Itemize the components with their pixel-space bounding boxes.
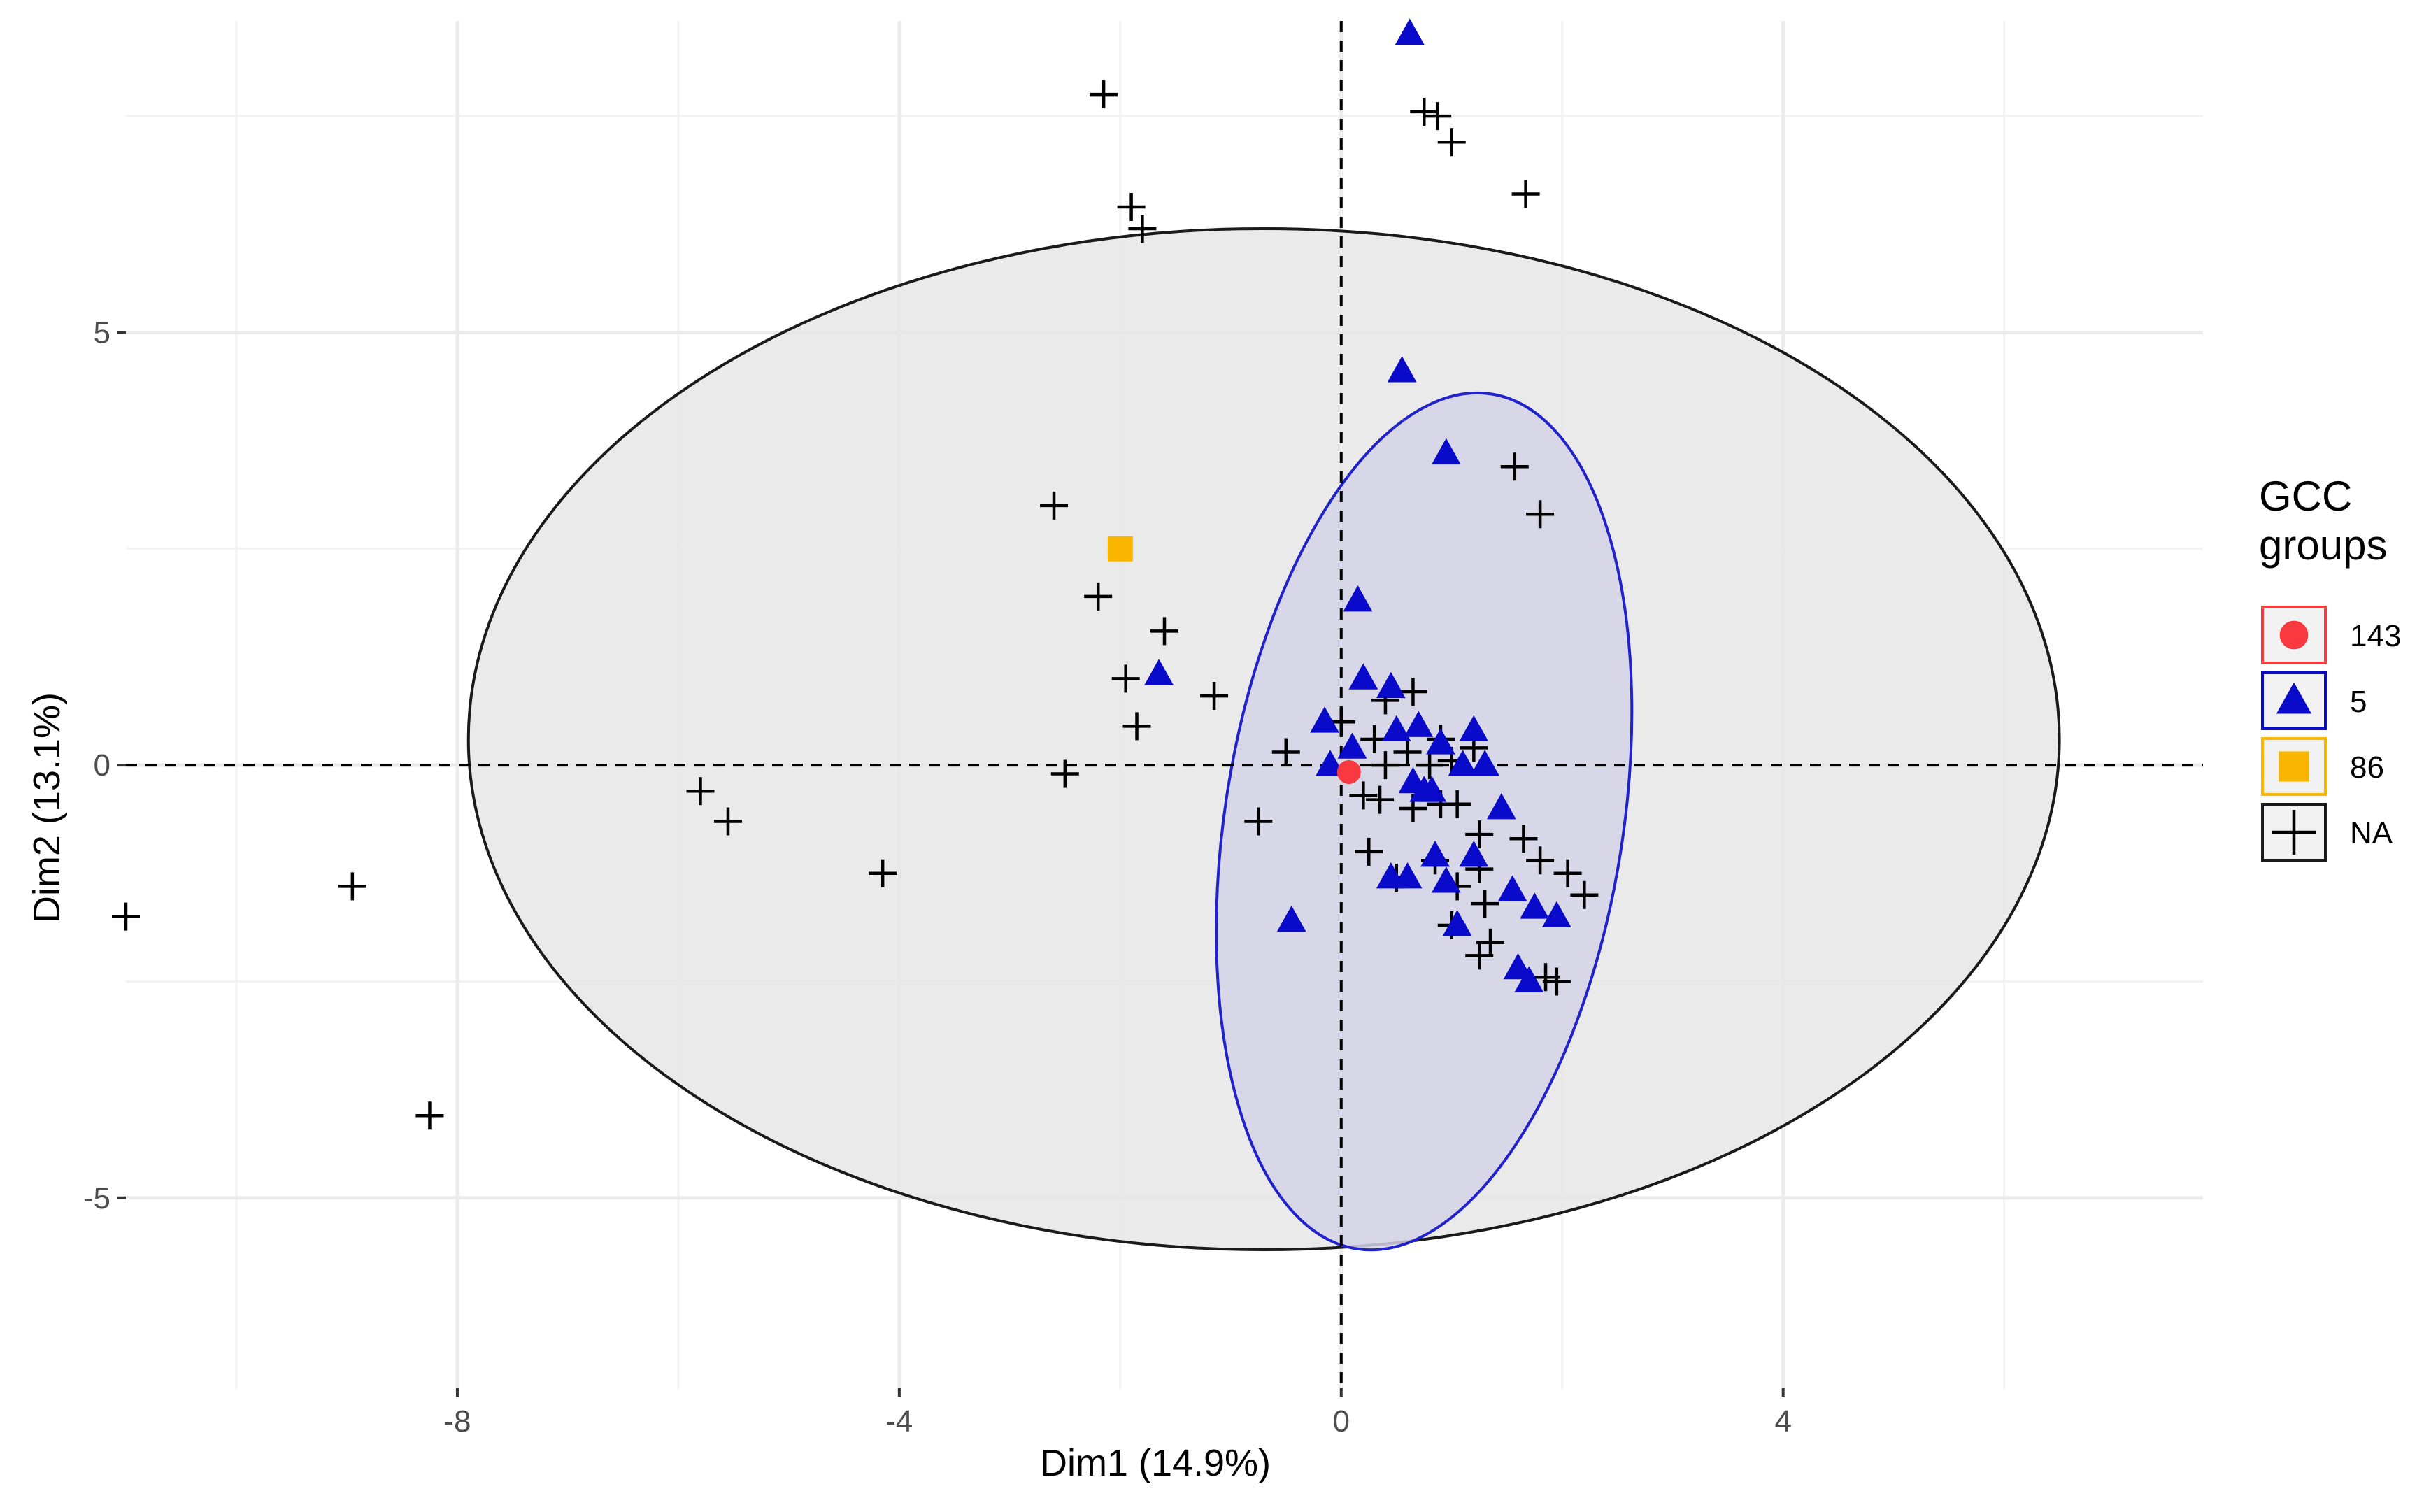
point-5-3 [1343, 585, 1373, 612]
point-na-28 [1393, 738, 1422, 766]
point-5-29 [1503, 953, 1533, 980]
point-5-27 [1276, 905, 1306, 932]
point-na-20 [112, 902, 140, 931]
point-5-31 [1417, 776, 1447, 802]
point-na-7 [1500, 452, 1529, 481]
confidence-ellipses [466, 227, 2061, 1252]
point-na-53 [1532, 963, 1560, 992]
y-tick-label: 5 [94, 315, 110, 350]
point-na-1 [1117, 193, 1146, 222]
axes: -8 -4 0 4 -5 0 5 [83, 315, 1792, 1439]
x-tick-label: -4 [885, 1404, 913, 1439]
point-5-25 [1520, 892, 1550, 919]
point-na-16 [686, 777, 715, 806]
point-86-0 [1107, 536, 1133, 562]
legend-marker-86 [2279, 751, 2309, 782]
point-5-1 [1387, 356, 1417, 383]
point-na-8 [1526, 500, 1555, 529]
point-na-31 [1371, 751, 1399, 780]
point-na-34 [1349, 781, 1378, 810]
point-na-0 [1090, 80, 1118, 109]
point-na-17 [713, 807, 742, 836]
legend-marker-5 [2276, 682, 2312, 714]
point-5-24 [1497, 875, 1527, 901]
point-na-13 [1122, 712, 1151, 741]
point-na-3 [1410, 97, 1439, 126]
point-5-5 [1348, 663, 1378, 690]
point-na-26 [1399, 677, 1427, 706]
point-na-52 [1465, 941, 1494, 970]
x-tick-label: 4 [1774, 1404, 1791, 1439]
legend-title-line1: GCC [2259, 473, 2352, 520]
point-143-0 [1336, 760, 1361, 785]
y-tick-label: -5 [83, 1181, 110, 1215]
point-na-38 [1443, 790, 1471, 818]
point-na-49 [1471, 890, 1499, 918]
point-5-22 [1392, 862, 1423, 889]
y-axis-title: Dim2 (13.1%) [26, 692, 68, 923]
point-5-4 [1144, 659, 1174, 685]
point-na-19 [338, 872, 366, 901]
point-5-7 [1310, 706, 1339, 733]
point-na-14 [1200, 682, 1229, 711]
point-na-9 [1040, 491, 1069, 520]
point-5-0 [1395, 18, 1425, 45]
point-na-12 [1111, 664, 1140, 693]
point-5-23 [1431, 866, 1461, 893]
point-na-51 [1476, 928, 1505, 957]
point-na-43 [1526, 846, 1555, 875]
point-5-18 [1486, 792, 1516, 820]
point-na-18 [869, 859, 897, 887]
confidence-ellipse-5 [1215, 391, 1634, 1252]
point-5-19 [1420, 841, 1450, 867]
point-na-21 [415, 1101, 444, 1130]
point-5-11 [1337, 732, 1367, 759]
point-na-42 [1509, 825, 1538, 853]
legend-label-86: 86 [2350, 750, 2384, 785]
x-tick-label: -8 [443, 1404, 471, 1439]
point-5-8 [1381, 715, 1411, 742]
legend-label-na: NA [2350, 816, 2393, 850]
point-na-23 [1271, 738, 1300, 766]
point-na-41 [1465, 820, 1494, 849]
point-na-44 [1553, 859, 1582, 887]
point-5-6 [1376, 671, 1406, 699]
data-points [112, 18, 1599, 1130]
point-na-54 [1542, 967, 1571, 996]
point-na-2 [1128, 214, 1157, 243]
point-na-4 [1423, 102, 1452, 131]
point-5-12 [1426, 728, 1455, 755]
x-tick-label: 0 [1333, 1404, 1350, 1439]
point-na-11 [1150, 617, 1178, 646]
point-5-9 [1404, 711, 1434, 737]
point-na-35 [1366, 785, 1395, 814]
point-5-10 [1459, 715, 1489, 742]
point-5-13 [1448, 750, 1478, 776]
point-5-30 [1514, 966, 1544, 992]
legend-label-5: 5 [2350, 685, 2367, 719]
reference-lines [126, 21, 2203, 1388]
point-na-15 [1050, 759, 1079, 788]
point-5-14 [1470, 750, 1500, 776]
point-5-26 [1541, 901, 1571, 928]
legend-title-line2: groups [2259, 522, 2387, 569]
point-5-28 [1442, 910, 1472, 936]
point-na-39 [1355, 837, 1383, 866]
point-na-32 [1416, 751, 1444, 780]
x-axis-title: Dim1 (14.9%) [1040, 1442, 1271, 1484]
point-5-2 [1431, 438, 1461, 465]
y-tick-label: 0 [94, 748, 110, 783]
legend-marker-143 [2279, 620, 2309, 650]
legend: GCC groups 143 5 86 NA [2259, 473, 2401, 862]
point-na-45 [1570, 880, 1599, 909]
point-na-6 [1511, 180, 1540, 208]
legend-label-143: 143 [2350, 619, 2401, 653]
legend-marker-na [2272, 810, 2316, 855]
point-na-5 [1437, 128, 1466, 157]
point-na-22 [1244, 807, 1273, 836]
point-5-20 [1459, 841, 1489, 867]
point-na-10 [1084, 582, 1113, 611]
